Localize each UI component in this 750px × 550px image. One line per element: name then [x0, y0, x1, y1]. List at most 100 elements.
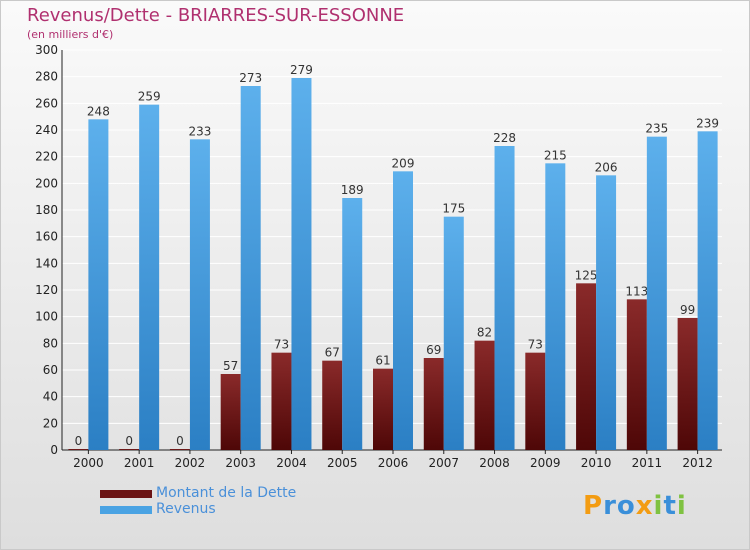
x-tick-label: 2009	[530, 456, 561, 470]
data-label-dette: 69	[426, 343, 441, 357]
legend-item-revenus: Revenus	[100, 501, 360, 518]
y-tick-label: 140	[35, 256, 58, 270]
y-tick-label: 220	[35, 150, 58, 164]
bar-dette	[677, 318, 698, 450]
y-tick-label: 160	[35, 230, 58, 244]
data-label-revenus: 206	[595, 160, 618, 174]
bar-revenus	[443, 216, 464, 450]
proxiti-logo: Proxiti	[583, 491, 687, 521]
logo-letter: i	[653, 491, 664, 521]
x-tick-label: 2011	[632, 456, 663, 470]
legend-item-dette: Montant de la Dette	[100, 485, 360, 502]
bar-revenus	[393, 171, 413, 451]
bar-revenus	[494, 146, 515, 450]
bar-dette	[576, 283, 597, 450]
x-tick-label: 2012	[682, 456, 713, 470]
data-label-dette: 0	[176, 434, 184, 448]
x-tick-label: 2006	[378, 456, 409, 470]
bar-dette	[119, 449, 140, 450]
bar-revenus	[139, 104, 160, 451]
data-label-revenus: 228	[493, 131, 516, 145]
data-label-dette: 0	[75, 434, 83, 448]
bar-dette	[626, 299, 647, 450]
bar-revenus	[545, 163, 566, 451]
bar-revenus	[88, 119, 109, 450]
logo-letter: i	[676, 491, 687, 521]
bar-revenus	[697, 131, 718, 451]
data-label-dette: 99	[680, 303, 695, 317]
logo-letter: P	[583, 491, 604, 521]
x-tick-label: 2005	[327, 456, 358, 470]
bar-dette	[322, 360, 343, 450]
bar-revenus	[240, 86, 261, 450]
y-tick-label: 280	[35, 70, 58, 84]
data-label-dette: 57	[223, 359, 238, 373]
logo-letter: t	[663, 491, 677, 521]
y-tick-label: 260	[35, 96, 58, 110]
data-label-revenus: 233	[188, 124, 211, 138]
bar-dette	[271, 352, 292, 450]
data-label-revenus: 175	[442, 202, 465, 216]
y-tick-label: 300	[35, 43, 58, 57]
legend: Montant de la Dette Revenus	[100, 485, 360, 518]
y-tick-label: 80	[43, 336, 58, 350]
y-tick-label: 200	[35, 176, 58, 190]
bar-dette	[423, 358, 444, 450]
x-tick-label: 2010	[581, 456, 612, 470]
data-label-revenus: 235	[645, 122, 668, 136]
data-label-dette: 0	[125, 434, 133, 448]
y-tick-label: 20	[43, 416, 58, 430]
x-tick-label: 2001	[124, 456, 155, 470]
bar-dette	[220, 374, 241, 450]
x-tick-label: 2008	[479, 456, 510, 470]
data-label-revenus: 189	[341, 183, 364, 197]
bar-revenus	[646, 136, 667, 450]
y-tick-label: 0	[50, 443, 58, 457]
bar-revenus	[291, 78, 312, 450]
data-label-dette: 73	[274, 338, 289, 352]
x-tick-label: 2004	[276, 456, 307, 470]
data-label-dette: 113	[625, 284, 648, 298]
logo-letter: r	[603, 491, 617, 521]
data-label-dette: 67	[325, 346, 340, 360]
x-tick-label: 2002	[175, 456, 206, 470]
bar-revenus	[189, 139, 210, 451]
data-label-dette: 61	[375, 354, 390, 368]
y-tick-label: 240	[35, 123, 58, 137]
legend-label-dette: Montant de la Dette	[156, 485, 297, 501]
bar-dette	[169, 449, 190, 450]
data-label-revenus: 273	[239, 71, 262, 85]
data-label-revenus: 209	[392, 156, 415, 170]
x-tick-label: 2003	[225, 456, 256, 470]
bar-dette	[68, 449, 89, 450]
data-label-revenus: 259	[138, 90, 161, 104]
data-label-dette: 73	[528, 338, 543, 352]
x-tick-label: 2000	[73, 456, 104, 470]
bar-dette	[474, 340, 495, 450]
legend-swatch-dette	[100, 490, 152, 498]
y-tick-label: 40	[43, 390, 58, 404]
data-label-revenus: 239	[696, 116, 719, 130]
bar-dette	[373, 368, 393, 450]
data-label-dette: 125	[575, 268, 598, 282]
data-label-dette: 82	[477, 326, 492, 340]
bar-dette	[525, 352, 546, 450]
data-label-revenus: 248	[87, 104, 110, 118]
y-tick-label: 60	[43, 363, 58, 377]
y-tick-label: 120	[35, 283, 58, 297]
bar-revenus	[342, 198, 363, 450]
chart-subtitle: (en milliers d'€)	[27, 28, 114, 41]
bar-revenus	[596, 175, 617, 451]
logo-letter: o	[616, 491, 636, 521]
data-label-revenus: 215	[544, 148, 567, 162]
legend-swatch-revenus	[100, 506, 152, 514]
y-tick-label: 100	[35, 310, 58, 324]
data-label-revenus: 279	[290, 63, 313, 77]
x-tick-label: 2007	[428, 456, 459, 470]
y-tick-label: 180	[35, 203, 58, 217]
legend-label-revenus: Revenus	[156, 501, 216, 517]
logo-letter: x	[635, 491, 654, 521]
chart-title: Revenus/Dette - BRIARRES-SUR-ESSONNE	[27, 5, 405, 26]
